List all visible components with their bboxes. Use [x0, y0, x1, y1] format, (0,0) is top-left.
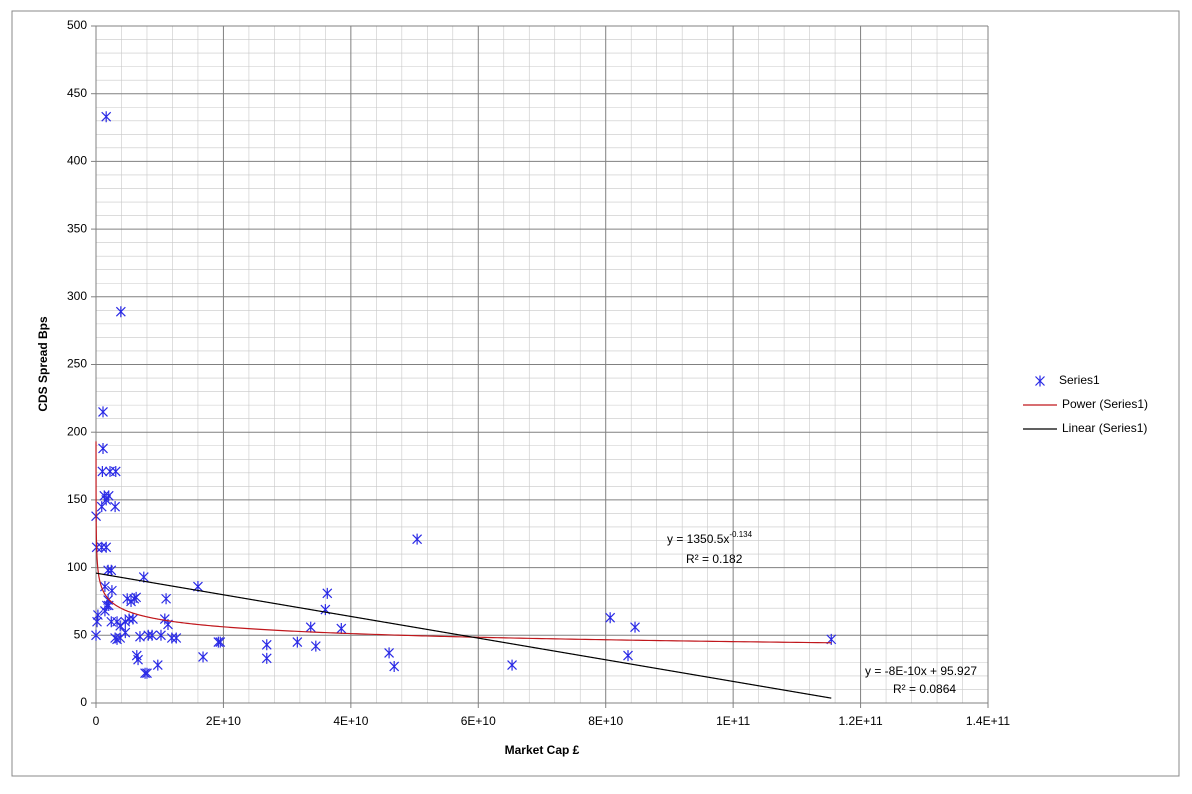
- data-point: [110, 501, 121, 513]
- y-tick-label: 450: [67, 86, 87, 100]
- trend-r2: R² = 0.0864: [893, 682, 956, 696]
- data-point: [107, 585, 117, 597]
- data-point: [507, 659, 517, 671]
- data-point: [412, 533, 423, 545]
- chart-frame: [11, 10, 1180, 777]
- data-point: [630, 621, 640, 633]
- legend-label: Power (Series1): [1062, 397, 1148, 411]
- y-tick-label: 150: [67, 492, 87, 506]
- data-point: [261, 639, 272, 651]
- legend-marker: [1035, 375, 1045, 387]
- data-point: [110, 465, 121, 477]
- y-tick-label: 100: [67, 560, 87, 574]
- trend-equation: y = 1350.5x-0.134: [667, 530, 753, 546]
- data-point: [92, 616, 102, 628]
- y-tick-label: 350: [67, 221, 87, 235]
- data-point: [97, 465, 108, 477]
- data-point: [198, 651, 208, 663]
- trend-r2: R² = 0.182: [686, 552, 743, 566]
- trend-equation: y = -8E-10x + 95.927: [865, 664, 977, 678]
- y-tick-label: 0: [80, 695, 87, 709]
- data-point: [131, 591, 142, 603]
- data-point: [115, 306, 126, 318]
- trendline: [95, 572, 832, 699]
- data-point: [120, 627, 131, 639]
- data-point: [156, 629, 166, 641]
- data-point: [99, 605, 110, 617]
- equation-exponent: -0.134: [729, 530, 752, 539]
- x-tick-label: 1E+11: [716, 714, 750, 728]
- data-point: [336, 623, 347, 635]
- x-tick-label: 1.2E+11: [838, 714, 882, 728]
- data-point: [96, 501, 107, 513]
- data-point: [101, 541, 112, 553]
- data-point: [322, 587, 333, 599]
- legend-label: Linear (Series1): [1062, 421, 1147, 435]
- y-axis-title: CDS Spread Bps: [36, 316, 50, 412]
- y-tick-label: 250: [67, 357, 87, 371]
- data-point: [115, 620, 126, 632]
- x-tick-label: 8E+10: [588, 714, 623, 728]
- data-point: [135, 631, 145, 643]
- data-point: [605, 612, 616, 624]
- y-tick-label: 200: [67, 424, 87, 438]
- x-tick-label: 2E+10: [206, 714, 241, 728]
- data-point: [623, 650, 633, 662]
- data-point: [142, 667, 152, 679]
- y-tick-label: 50: [74, 627, 88, 641]
- data-point: [133, 654, 143, 666]
- data-point: [126, 595, 136, 607]
- data-point: [98, 406, 108, 418]
- data-point: [98, 442, 108, 454]
- data-point: [389, 660, 400, 672]
- data-point: [101, 111, 112, 123]
- data-point: [91, 629, 101, 641]
- y-tick-label: 400: [67, 154, 87, 168]
- data-point: [305, 621, 316, 633]
- equation-text: y = 1350.5x: [667, 532, 729, 546]
- data-point: [147, 629, 157, 641]
- data-point: [128, 613, 138, 625]
- data-point: [161, 593, 172, 605]
- data-point: [310, 640, 321, 652]
- y-tick-label: 300: [67, 289, 87, 303]
- data-point: [101, 494, 112, 506]
- data-point: [292, 636, 303, 648]
- x-tick-label: 1.4E+11: [966, 714, 1010, 728]
- x-tick-label: 6E+10: [461, 714, 496, 728]
- data-point: [384, 647, 395, 659]
- legend-label: Series1: [1059, 373, 1100, 387]
- data-point: [106, 564, 117, 576]
- data-point: [152, 659, 163, 671]
- x-axis-title: Market Cap £: [505, 743, 580, 757]
- data-point: [261, 652, 272, 664]
- y-tick-label: 500: [67, 18, 87, 32]
- x-tick-label: 4E+10: [333, 714, 368, 728]
- x-tick-label: 0: [93, 714, 100, 728]
- data-point: [112, 633, 122, 645]
- data-point: [140, 667, 150, 679]
- data-point: [215, 636, 226, 648]
- data-point: [213, 636, 224, 648]
- data-point: [171, 632, 182, 644]
